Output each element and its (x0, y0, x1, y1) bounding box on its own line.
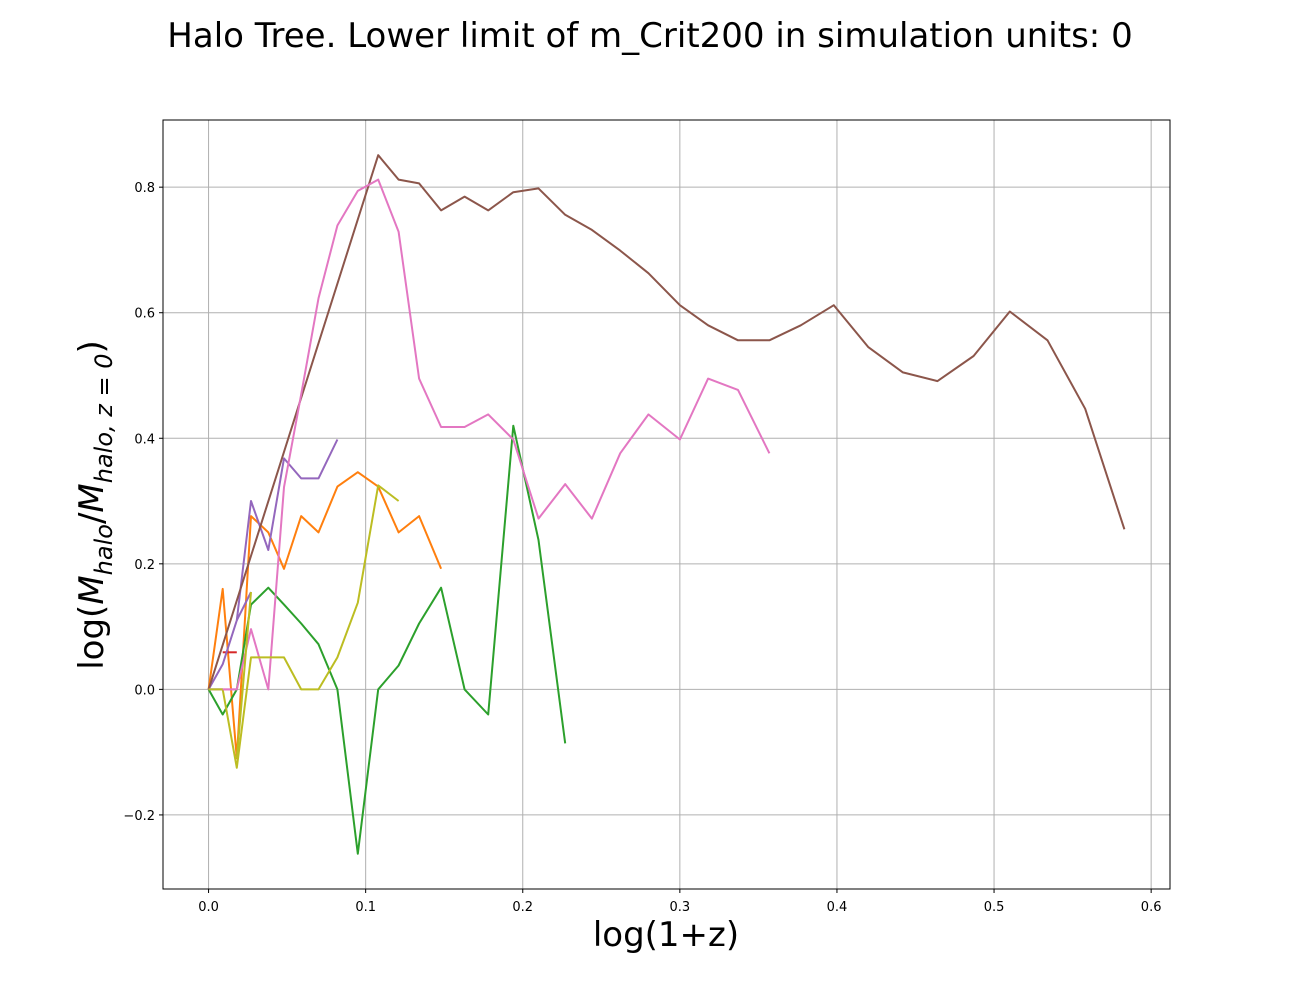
x-tick-label: 0.6 (1141, 900, 1162, 915)
series-line-8 (208, 484, 400, 769)
chart-title: Halo Tree. Lower limit of m_Crit200 in s… (167, 16, 1132, 56)
series-line-6 (207, 154, 1126, 690)
y-label-sub1: halo (90, 524, 118, 575)
y-label-var2: M (72, 483, 112, 512)
y-tick-label: 0.8 (134, 181, 155, 196)
y-tick-label: 0.2 (134, 558, 155, 573)
series-line-3 (207, 424, 567, 855)
series-line-10 (235, 591, 252, 621)
y-tick-label: −0.2 (123, 809, 155, 824)
x-tick-label: 0.4 (827, 900, 848, 915)
y-label-suffix: ) (72, 340, 112, 353)
y-axis-label: log(Mhalo/Mhalo, z = 0) (72, 340, 118, 670)
y-label-sub2: halo, z = 0 (90, 353, 118, 483)
plot-series (207, 154, 1126, 855)
y-axis-ticks: −0.2 0.0 0.2 0.4 0.6 0.8 (123, 181, 163, 824)
y-tick-label: 0.4 (134, 432, 155, 447)
series-line-5 (207, 439, 339, 690)
x-axis-label: log(1+z) (593, 915, 739, 955)
x-tick-label: 0.3 (670, 900, 691, 915)
x-tick-label: 0.0 (198, 900, 219, 915)
y-label-prefix: log( (72, 605, 112, 670)
x-axis-ticks: 0.0 0.1 0.2 0.3 0.4 0.5 0.6 (198, 889, 1161, 915)
series-line-2 (207, 471, 443, 760)
x-tick-label: 0.2 (512, 900, 533, 915)
x-tick-label: 0.5 (984, 900, 1005, 915)
y-tick-label: 0.0 (134, 683, 155, 698)
y-tick-label: 0.6 (134, 307, 155, 322)
series-line-7 (208, 178, 771, 691)
plot-frame (162, 119, 1171, 890)
x-tick-label: 0.1 (355, 900, 376, 915)
grid (163, 120, 1170, 889)
y-label-var1: M (72, 575, 112, 604)
series-line-11 (235, 592, 252, 759)
y-label-slash: / (72, 512, 112, 524)
